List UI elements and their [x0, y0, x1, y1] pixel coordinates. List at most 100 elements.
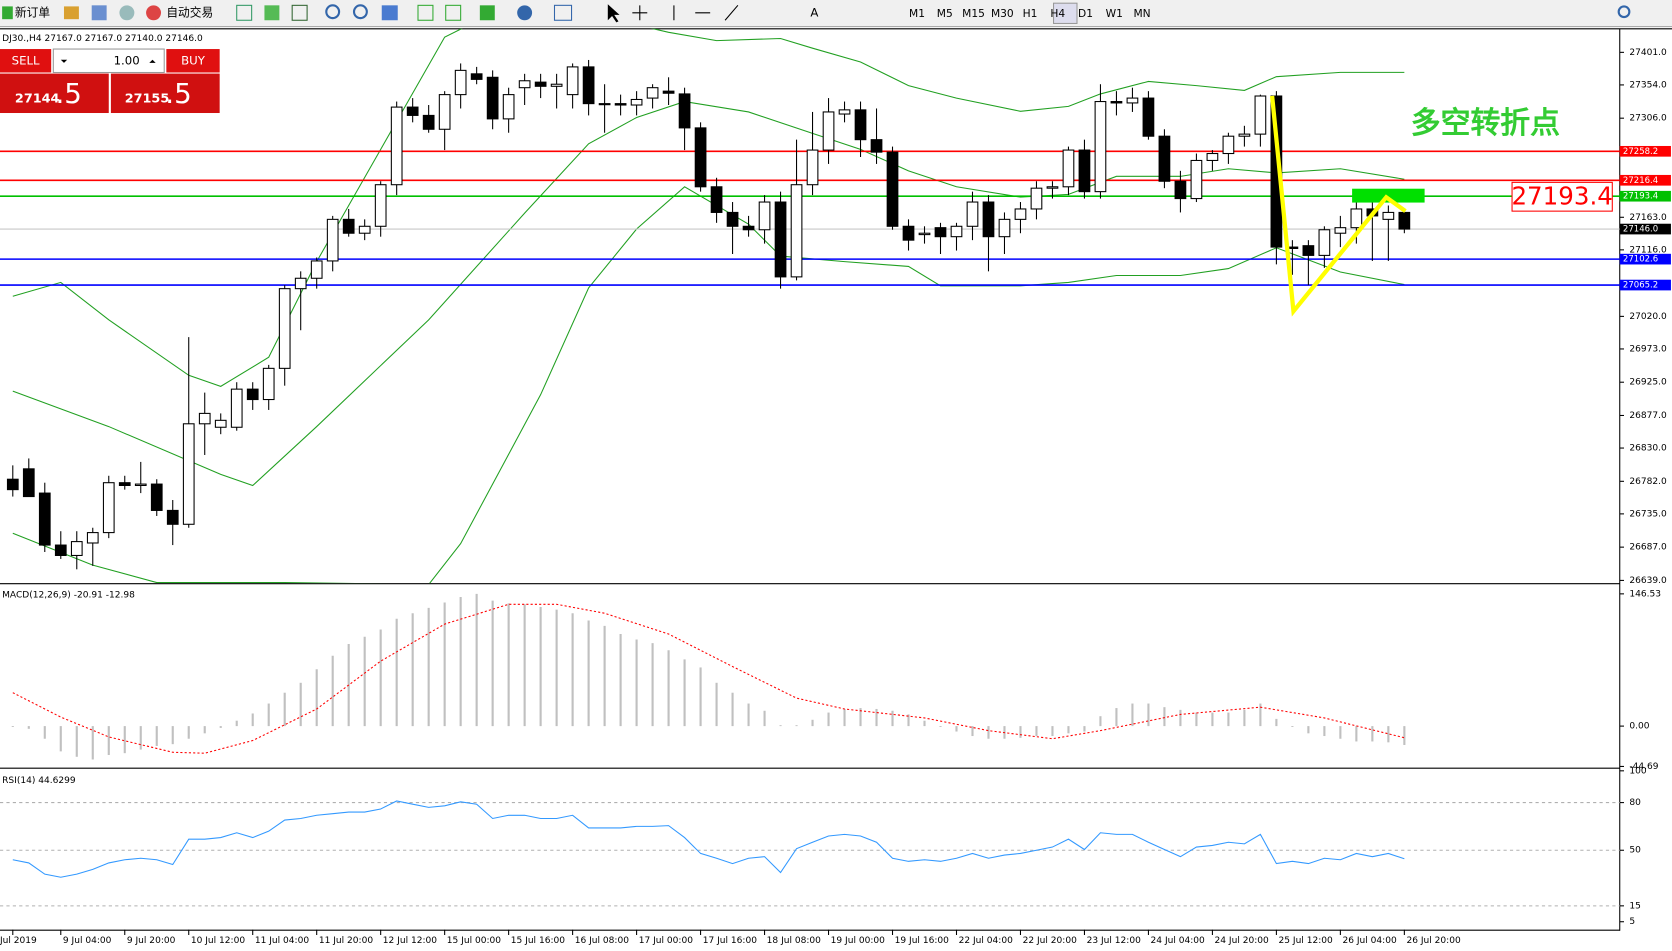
y-tick-label: 27163.0 [1629, 213, 1667, 223]
y-tick-label: 5 [1629, 917, 1635, 927]
buy-label[interactable]: BUY [181, 53, 206, 67]
timeframe-button[interactable]: W1 [1106, 7, 1123, 20]
candle-body [1110, 101, 1123, 104]
candle-body [118, 482, 131, 487]
candle-body [38, 492, 51, 546]
y-tick-label: 50 [1629, 846, 1641, 856]
y-tick-label: 26973.0 [1629, 344, 1667, 354]
price-label: 27102.6 [1623, 255, 1658, 265]
x-tick-label: 16 Jul 08:00 [575, 936, 629, 946]
y-tick-label: 26639.0 [1629, 576, 1667, 586]
timeframe-button[interactable]: M15 [962, 7, 985, 20]
timeframe-button[interactable]: M30 [991, 7, 1014, 20]
cursor-tool[interactable] [607, 4, 620, 23]
timeframe-button[interactable]: D1 [1078, 7, 1093, 20]
x-tick-label: 26 Jul 20:00 [1406, 936, 1460, 946]
zoom-out[interactable] [352, 4, 368, 20]
icon[interactable] [119, 5, 135, 21]
y-tick-label: 27306.0 [1629, 114, 1667, 124]
crosshair-tool[interactable] [632, 5, 648, 21]
candle-body [886, 151, 899, 227]
timeframe-button[interactable]: M5 [937, 7, 953, 20]
candle-body [1142, 97, 1155, 137]
candle-body [246, 388, 259, 401]
buy-price-box[interactable] [110, 73, 220, 114]
lots-value[interactable]: 1.00 [114, 53, 140, 67]
candle-body [262, 367, 275, 401]
timeframe-button[interactable]: MN [1133, 7, 1150, 20]
zigzag-drawing[interactable] [1270, 95, 1407, 317]
timeframe-button[interactable]: H1 [1023, 7, 1038, 20]
candle-body [1334, 227, 1347, 234]
x-tick-label: 9 Jul 20:00 [127, 936, 176, 946]
new-order-button[interactable]: 新订单 [15, 5, 50, 19]
x-tick-label: 22 Jul 20:00 [1023, 936, 1077, 946]
candle-body [406, 106, 419, 116]
panel-title: DJ30.,H4 27167.0 27167.0 27140.0 27146.0 [2, 34, 203, 44]
icon[interactable] [517, 5, 533, 21]
candle-body [662, 90, 675, 94]
candle-body [598, 103, 611, 106]
candle-body [566, 66, 579, 96]
line-tools[interactable] [673, 4, 739, 21]
price-label-bg [1619, 253, 1671, 265]
x-tick-label: 9 Jul 04:00 [63, 936, 112, 946]
lots-input[interactable] [52, 48, 165, 74]
callout-label: 27193.4 [1511, 181, 1612, 210]
icon[interactable] [291, 4, 308, 21]
icon[interactable] [417, 4, 434, 21]
x-tick-label: 24 Jul 20:00 [1215, 936, 1269, 946]
text-tool[interactable]: A [810, 5, 818, 19]
candle-body [918, 232, 931, 236]
y-tick-label: 0.00 [1629, 722, 1649, 732]
x-tick-label: 19 Jul 16:00 [895, 936, 949, 946]
candle-body [1398, 211, 1411, 230]
candle-body [934, 227, 947, 238]
ask-main: 27155 [125, 92, 169, 107]
price-label-bg [1619, 145, 1671, 157]
icon[interactable] [479, 5, 495, 21]
active-timeframe[interactable] [1052, 2, 1078, 24]
auto-trading-icon[interactable] [146, 5, 162, 21]
sell-label[interactable]: SELL [12, 53, 40, 67]
callout-box [1511, 181, 1613, 212]
candle-body [102, 482, 115, 534]
search[interactable] [1617, 5, 1631, 19]
timeframe-button[interactable]: H4 [1050, 7, 1065, 20]
icon[interactable] [445, 4, 462, 21]
candle-body [630, 98, 643, 106]
chart-frame [0, 28, 1672, 931]
price-label: 27216.4 [1623, 176, 1658, 186]
icon[interactable] [381, 5, 398, 21]
icon[interactable] [63, 6, 79, 20]
annotation: 多空转折点 [1411, 106, 1560, 141]
icon[interactable] [553, 4, 573, 21]
candle-body [278, 288, 291, 369]
x-tick-label: 23 Jul 12:00 [1087, 936, 1141, 946]
auto-trading-button[interactable]: 自动交易 [166, 5, 213, 19]
x-tick-label: 25 Jul 12:00 [1279, 936, 1333, 946]
candle-body [550, 83, 563, 87]
bid-pips: .5 [55, 77, 81, 110]
candle-body [198, 412, 211, 425]
candle-body [390, 106, 403, 186]
buy-button[interactable] [166, 49, 220, 73]
sell-button[interactable] [0, 49, 52, 73]
timeframe-button[interactable]: M1 [909, 7, 925, 20]
panel-title: MACD(12,26,9) -20.91 -12.98 [2, 590, 135, 600]
icon[interactable] [236, 4, 253, 21]
zone-box[interactable] [1352, 188, 1425, 203]
y-tick-label: 27020.0 [1629, 312, 1667, 322]
new-order-icon[interactable] [2, 6, 13, 20]
candle-body [358, 225, 371, 234]
candle-body [902, 225, 915, 241]
candle-body [534, 81, 547, 87]
candle-body [470, 73, 483, 80]
sell-price-box[interactable] [0, 73, 109, 114]
zoom-in[interactable] [325, 4, 341, 20]
candle-body [54, 544, 67, 556]
candle-body [134, 483, 147, 487]
icon[interactable] [91, 5, 107, 21]
candle-body [806, 149, 819, 186]
icon[interactable] [264, 5, 280, 21]
